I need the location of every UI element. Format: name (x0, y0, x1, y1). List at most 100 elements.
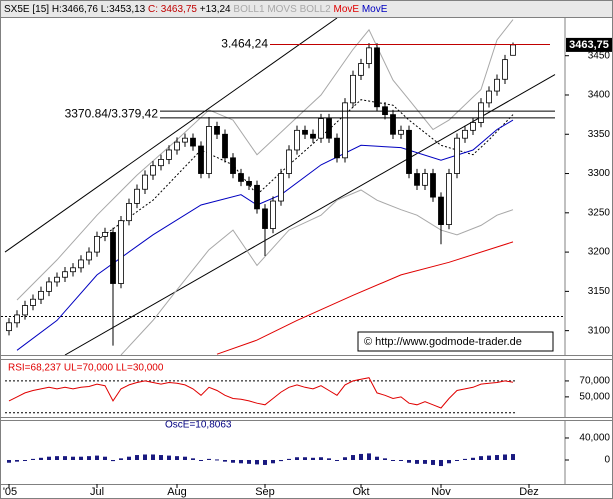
candle-body (270, 200, 276, 229)
candle-body (158, 158, 164, 167)
last-price-label: 3463,75 (569, 39, 609, 51)
osc-bar (239, 459, 243, 464)
y-tick-label: 3150 (588, 286, 611, 297)
osc-bar (367, 453, 371, 460)
main-plot (1, 18, 565, 355)
osc-bar (151, 454, 155, 460)
osc-bar (159, 455, 163, 460)
osc-bar (39, 457, 43, 460)
rsi-panel (0, 359, 566, 418)
osc-bar (487, 455, 491, 460)
y-tick-label: 3200 (588, 247, 611, 258)
legend-entry: MovE (362, 4, 388, 15)
candle-body (142, 174, 148, 190)
candle-body (214, 126, 220, 135)
candle-body (422, 173, 428, 186)
osc-bar (455, 459, 459, 461)
osc-axis (564, 420, 613, 485)
osc-bar (79, 456, 83, 460)
osc-bar (431, 459, 435, 465)
x-tick-label: Sep (255, 486, 275, 498)
candle-body (318, 118, 324, 139)
legend-entry: MovE (333, 4, 359, 15)
osc-bar (215, 459, 219, 461)
y-tick-label: 3250 (588, 207, 611, 218)
osc-bar (439, 459, 443, 467)
osc-bar (415, 459, 419, 464)
candle-body (6, 322, 12, 332)
osc-bar (15, 459, 19, 462)
candle-body (14, 314, 20, 324)
symbol: SX5E [15] (4, 4, 49, 15)
osc-bar (167, 455, 171, 460)
candle-body (342, 102, 348, 159)
osc-bar (375, 456, 379, 460)
legend-entry: MOVS (267, 4, 297, 15)
osc-bar (207, 458, 211, 460)
last-price-badge (566, 37, 612, 52)
osc-bar (271, 459, 275, 464)
candle-body (70, 267, 76, 273)
overlay-line (16, 19, 514, 301)
candle-body (398, 129, 404, 135)
osc-bar (55, 456, 59, 460)
candle-body (182, 137, 188, 143)
osc-bar (183, 456, 187, 460)
candle-body (310, 133, 316, 139)
osc-bar (343, 457, 347, 460)
overlay-line (120, 189, 514, 355)
osc-bar (143, 454, 147, 460)
osc-bar (119, 458, 123, 460)
candle-body (414, 173, 420, 186)
legend-entry: BOLL1 (233, 4, 265, 15)
candle-body (302, 129, 308, 135)
osc-bar (383, 458, 387, 460)
candle-body (502, 59, 508, 80)
candle-body (54, 276, 60, 283)
y-tick-label: 50,000 (579, 392, 610, 403)
x-tick-label: Okt (352, 486, 369, 498)
candle-body (350, 74, 356, 104)
high: H:3466,76 (52, 4, 99, 15)
candle-body (126, 202, 132, 222)
y-tick-label: 40,000 (579, 433, 610, 444)
osc-bar (359, 453, 363, 460)
osc-bar (503, 454, 507, 460)
candle-body (254, 184, 260, 210)
candle-body (494, 78, 500, 92)
candle-body (454, 137, 460, 174)
candle-body (366, 47, 372, 64)
level-label: 3.464,24 (221, 37, 268, 51)
osc-bar (231, 459, 235, 463)
price-axis (564, 17, 613, 356)
candle-body (286, 149, 292, 174)
osc-bar (399, 459, 403, 461)
osc-bar (175, 456, 179, 460)
osc-bar (351, 455, 355, 460)
osc-panel (0, 420, 566, 485)
rsi-label: RSI=68,237 UL=70,000 LL=30,000 (8, 363, 164, 374)
candle-body (86, 251, 92, 261)
candle-body (46, 281, 52, 292)
level-label: 3370.84/3.379,42 (65, 107, 159, 121)
candle-body (430, 173, 436, 198)
osc-bar (71, 456, 75, 460)
candle-body (38, 290, 44, 300)
candle-body (278, 173, 284, 202)
candle-body (174, 141, 180, 151)
osc-bar (471, 457, 475, 460)
candle-body (206, 126, 212, 174)
candle-body (102, 232, 108, 237)
candle-body (62, 271, 68, 278)
osc-bar (495, 455, 499, 460)
osc-bar (103, 456, 107, 460)
osc-bar (191, 458, 195, 460)
candle-body (166, 149, 172, 160)
candle-body (358, 63, 364, 76)
y-tick-label: 3100 (588, 325, 611, 336)
candle-body (478, 102, 484, 123)
candle-body (150, 165, 156, 176)
osc-bar (279, 459, 283, 462)
y-tick-label: 3350 (588, 129, 611, 140)
osc-bar (7, 459, 11, 463)
